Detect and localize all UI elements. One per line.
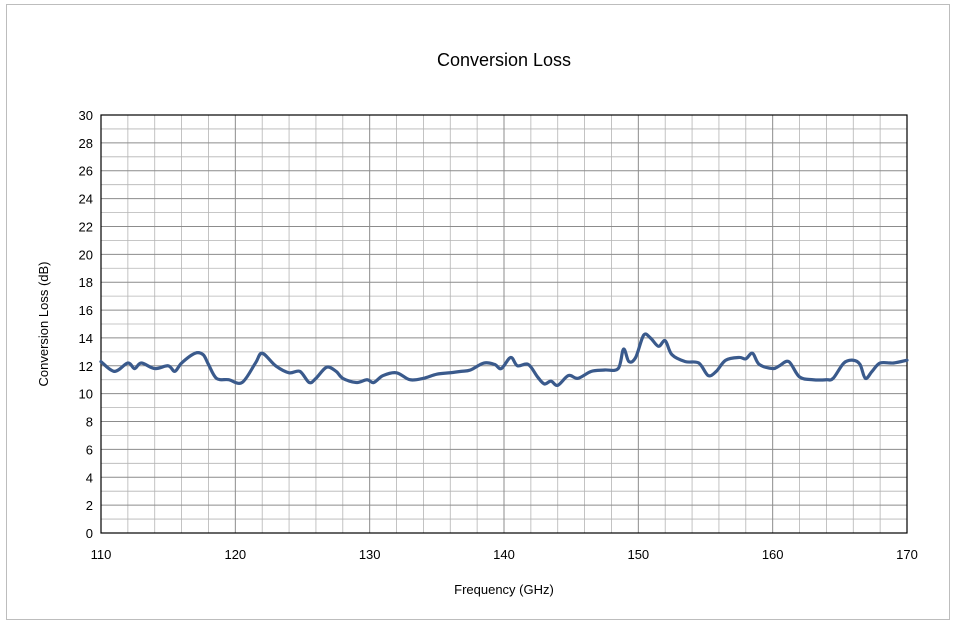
x-tick-label: 120 — [224, 547, 246, 562]
x-tick-label: 170 — [896, 547, 918, 562]
chart-title: Conversion Loss — [437, 50, 571, 70]
x-tick-label: 150 — [627, 547, 649, 562]
y-tick-label: 20 — [79, 247, 93, 262]
x-tick-label: 160 — [762, 547, 784, 562]
y-tick-label: 24 — [79, 192, 93, 207]
y-tick-label: 22 — [79, 219, 93, 234]
y-tick-label: 26 — [79, 164, 93, 179]
x-axis-ticks: 110 120 130 140 150 160 170 — [91, 547, 918, 562]
series-line-conversion-loss — [99, 332, 909, 388]
x-tick-label: 130 — [359, 547, 381, 562]
y-tick-label: 10 — [79, 387, 93, 402]
x-tick-label: 110 — [91, 547, 112, 562]
y-tick-label: 30 — [79, 108, 93, 123]
plot-area-border — [100, 114, 908, 534]
y-tick-label: 12 — [79, 359, 93, 374]
y-tick-label: 4 — [86, 470, 93, 485]
y-tick-label: 28 — [79, 136, 93, 151]
y-axis-title: Conversion Loss (dB) — [36, 262, 51, 387]
y-tick-label: 6 — [86, 442, 93, 457]
y-tick-label: 16 — [79, 303, 93, 318]
x-axis-title: Frequency (GHz) — [454, 582, 554, 597]
y-tick-label: 8 — [86, 415, 93, 430]
y-tick-label: 14 — [79, 331, 93, 346]
chart-frame — [6, 4, 950, 620]
y-tick-label: 18 — [79, 275, 93, 290]
y-tick-label: 0 — [86, 526, 93, 541]
y-tick-label: 2 — [86, 498, 93, 513]
x-tick-label: 140 — [493, 547, 515, 562]
